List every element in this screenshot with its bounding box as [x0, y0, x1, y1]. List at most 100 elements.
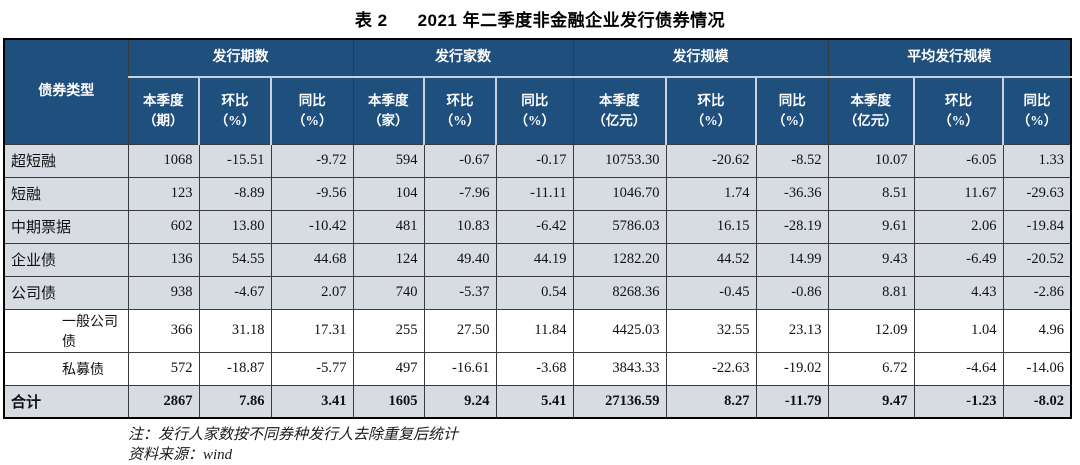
table-title-text: 2021 年二季度非金融企业发行债券情况 — [417, 11, 726, 30]
row-label: 企业债 — [3, 242, 129, 277]
header-sub-row: 本季度 （期） 环比 （%） 同比 （%） 本季度 （家） 环比 （%） 同比 … — [4, 76, 1072, 145]
cell-value: 17.31 — [270, 308, 354, 353]
cell-value: -6.42 — [495, 209, 574, 244]
table-header: 债券类型 发行期数 发行家数 发行规模 平均发行规模 本季度 （期） 环比 （%… — [3, 38, 1072, 145]
footnotes: 注：发行人家数按不同券种发行人去除重复后统计 资料来源：wind — [128, 425, 1080, 465]
cell-value: 44.52 — [665, 242, 757, 277]
cell-value: 16.15 — [665, 209, 757, 244]
cell-value: 4.43 — [913, 275, 1004, 310]
table-row: 公司债 938 -4.67 2.07 740 -5.37 0.54 8268.3… — [3, 275, 1072, 310]
cell-value: 10753.30 — [572, 143, 667, 178]
cell-value: 32.55 — [665, 308, 757, 353]
cell-value: 497 — [352, 351, 425, 386]
table-row: 一般公司债 366 31.18 17.31 255 27.50 11.84 44… — [3, 308, 1072, 353]
cell-value: -4.64 — [913, 351, 1004, 386]
cell-value: -8.89 — [198, 176, 272, 211]
cell-value: -36.36 — [755, 176, 829, 211]
cell-value: 5.41 — [495, 384, 574, 419]
cell-value: 9.61 — [827, 209, 915, 244]
cell-value: -2.86 — [1002, 275, 1072, 310]
cell-value: 12.09 — [827, 308, 915, 353]
cell-value: -20.62 — [665, 143, 757, 178]
row-label: 中期票据 — [3, 209, 129, 244]
cell-value: 5786.03 — [572, 209, 667, 244]
row-label: 私募债 — [3, 351, 129, 386]
cell-value: 3.41 — [270, 384, 354, 419]
cell-value: 8.81 — [827, 275, 915, 310]
table-title: 表 2 2021 年二季度非金融企业发行债券情况 — [0, 0, 1080, 31]
cell-value: 7.86 — [198, 384, 272, 419]
row-label: 超短融 — [3, 143, 129, 178]
cell-value: -0.86 — [755, 275, 829, 310]
table-row: 中期票据 602 13.80 -10.42 481 10.83 -6.42 57… — [3, 209, 1072, 244]
cell-value: 10.07 — [827, 143, 915, 178]
cell-value: 54.55 — [198, 242, 272, 277]
cell-value: 4.96 — [1002, 308, 1072, 353]
cell-value: -11.79 — [755, 384, 829, 419]
cell-value: -19.84 — [1002, 209, 1072, 244]
sub-header: 同比 （%） — [1002, 76, 1072, 145]
cell-value: 572 — [127, 351, 200, 386]
cell-value: 44.19 — [495, 242, 574, 277]
sub-header: 本季度 （亿元） — [572, 76, 667, 145]
cell-value: 27.50 — [423, 308, 497, 353]
footnote-line: 注：发行人家数按不同券种发行人去除重复后统计 — [128, 427, 459, 443]
cell-value: -28.19 — [755, 209, 829, 244]
bond-issuance-table: 债券类型 发行期数 发行家数 发行规模 平均发行规模 本季度 （期） 环比 （%… — [3, 38, 1072, 419]
cell-value: 44.68 — [270, 242, 354, 277]
table-body: 超短融 1068 -15.51 -9.72 594 -0.67 -0.17 10… — [3, 143, 1072, 419]
cell-value: 1.74 — [665, 176, 757, 211]
cell-value: -8.02 — [1002, 384, 1072, 419]
cell-value: 11.67 — [913, 176, 1004, 211]
sub-header: 同比 （%） — [495, 76, 574, 145]
table-row: 超短融 1068 -15.51 -9.72 594 -0.67 -0.17 10… — [3, 143, 1072, 178]
cell-value: 14.99 — [755, 242, 829, 277]
cell-value: 594 — [352, 143, 425, 178]
group-header-issuer-count: 发行家数 — [352, 38, 574, 78]
cell-value: -0.17 — [495, 143, 574, 178]
cell-value: -6.49 — [913, 242, 1004, 277]
cell-value: 1046.70 — [572, 176, 667, 211]
cell-value: 123 — [127, 176, 200, 211]
sub-header: 同比 （%） — [270, 76, 354, 145]
cell-value: 481 — [352, 209, 425, 244]
corner-header: 债券类型 — [3, 38, 129, 145]
sub-header: 环比 （%） — [198, 76, 272, 145]
table-row: 私募债 572 -18.87 -5.77 497 -16.61 -3.68 38… — [3, 351, 1072, 386]
cell-value: 124 — [352, 242, 425, 277]
cell-value: -15.51 — [198, 143, 272, 178]
sub-header: 环比 （%） — [665, 76, 757, 145]
cell-value: 49.40 — [423, 242, 497, 277]
cell-value: -18.87 — [198, 351, 272, 386]
cell-value: -3.68 — [495, 351, 574, 386]
cell-value: 0.54 — [495, 275, 574, 310]
cell-value: 6.72 — [827, 351, 915, 386]
cell-value: 740 — [352, 275, 425, 310]
cell-value: 4425.03 — [572, 308, 667, 353]
cell-value: 136 — [127, 242, 200, 277]
header-group-row: 债券类型 发行期数 发行家数 发行规模 平均发行规模 — [3, 38, 1072, 145]
cell-value: 938 — [127, 275, 200, 310]
table-row: 合计 2867 7.86 3.41 1605 9.24 5.41 27136.5… — [3, 384, 1072, 419]
row-label: 公司债 — [3, 275, 129, 310]
cell-value: 3843.33 — [572, 351, 667, 386]
cell-value: -7.96 — [423, 176, 497, 211]
cell-value: -9.56 — [270, 176, 354, 211]
row-label: 短融 — [3, 176, 129, 211]
cell-value: 27136.59 — [572, 384, 667, 419]
cell-value: -6.05 — [913, 143, 1004, 178]
group-header-avg-scale: 平均发行规模 — [827, 38, 1072, 78]
sub-header: 环比 （%） — [423, 76, 497, 145]
sub-header: 环比 （%） — [913, 76, 1004, 145]
sub-header: 本季度 （亿元） — [827, 76, 915, 145]
cell-value: -9.72 — [270, 143, 354, 178]
cell-value: -0.45 — [665, 275, 757, 310]
cell-value: 8.51 — [827, 176, 915, 211]
cell-value: -0.67 — [423, 143, 497, 178]
cell-value: 11.84 — [495, 308, 574, 353]
cell-value: 8.27 — [665, 384, 757, 419]
cell-value: 2.06 — [913, 209, 1004, 244]
cell-value: -4.67 — [198, 275, 272, 310]
footnote-source: 资料来源：wind — [128, 447, 233, 463]
cell-value: 1605 — [352, 384, 425, 419]
